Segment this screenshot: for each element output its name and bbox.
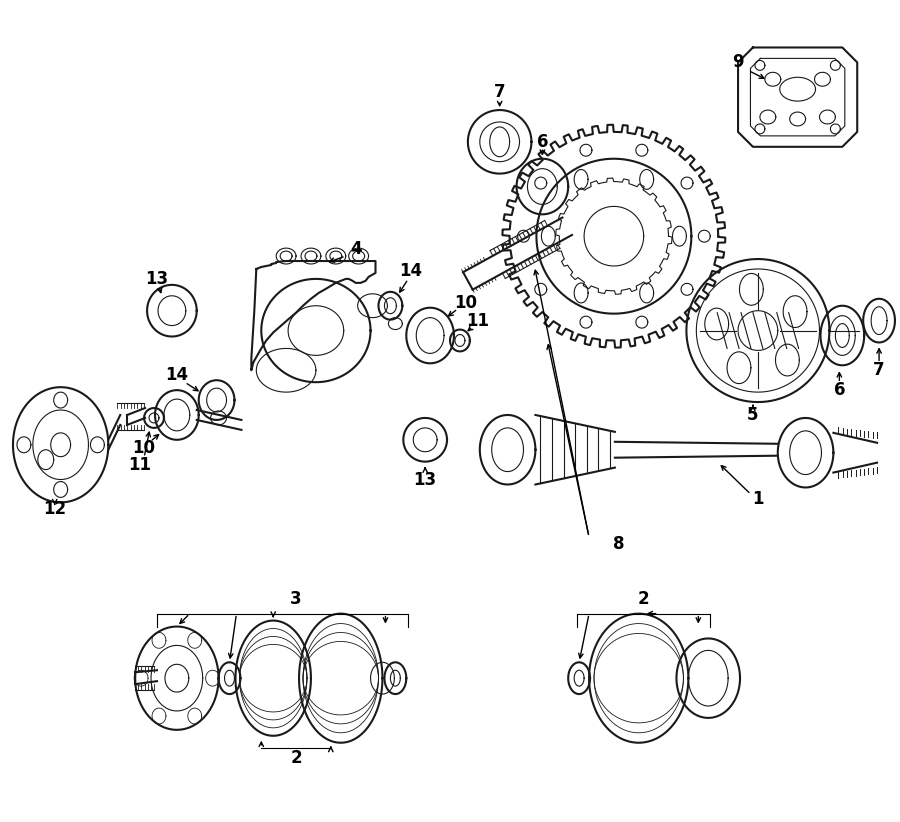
Text: 11: 11: [466, 312, 490, 330]
Text: 13: 13: [414, 470, 436, 488]
Text: 6: 6: [536, 133, 548, 150]
Text: 5: 5: [747, 406, 759, 424]
Text: 6: 6: [833, 381, 845, 399]
Text: 7: 7: [873, 362, 885, 379]
Text: 13: 13: [146, 270, 168, 288]
Text: 2: 2: [638, 589, 650, 607]
Text: 8: 8: [613, 535, 625, 553]
Text: 1: 1: [752, 491, 764, 508]
Text: 10: 10: [132, 439, 156, 457]
Text: 3: 3: [290, 589, 302, 607]
Text: 14: 14: [166, 367, 188, 384]
Text: 11: 11: [129, 455, 151, 473]
Polygon shape: [261, 279, 371, 382]
Text: 10: 10: [454, 293, 477, 312]
Text: 2: 2: [290, 749, 302, 767]
Polygon shape: [251, 261, 375, 370]
Text: 9: 9: [733, 53, 744, 72]
Text: 14: 14: [399, 262, 422, 280]
Text: 4: 4: [350, 240, 362, 258]
Text: 12: 12: [43, 501, 67, 519]
Text: 7: 7: [494, 83, 506, 101]
